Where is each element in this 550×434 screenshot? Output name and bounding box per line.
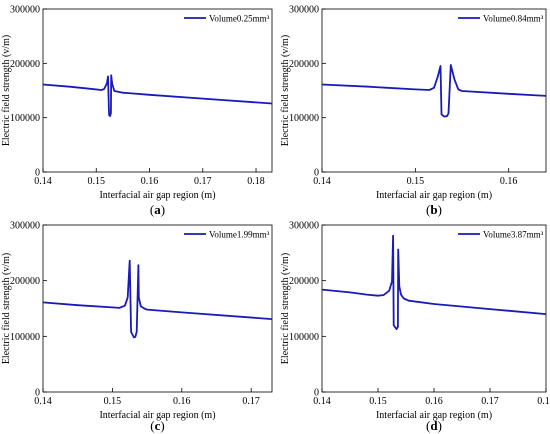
panel-b-ytick-label: 0 <box>314 168 319 179</box>
panel-a-plot-frame <box>42 8 273 173</box>
panel-d-caption: (d) <box>426 418 442 433</box>
panel-d-ytick-label: 100000 <box>289 332 319 343</box>
panel-d-ytick-label: 300000 <box>289 221 319 232</box>
panel-b-xtick-label: 0.14 <box>313 176 331 187</box>
panel-a-xtick-label: 0.16 <box>141 176 159 187</box>
panel-c-xtick-label: 0.17 <box>242 396 260 407</box>
panel-d-xtick-label: 0.16 <box>425 396 443 407</box>
panel-b-ytick-label: 300000 <box>289 5 319 16</box>
panel-d-ytick-label: 200000 <box>289 276 319 287</box>
panel-d-y-axis-title: Electric field strength (v/m) <box>280 253 291 364</box>
panel-c-series-line <box>42 259 273 339</box>
panel-b-y-axis-title: Electric field strength (v/m) <box>280 35 291 146</box>
panel-c-x-axis-title: Interfacial air gap region (m) <box>99 410 215 421</box>
panel-a-legend-label: Volume0.25mm³ <box>209 14 270 24</box>
panel-d-xtick-label: 0.18 <box>537 396 550 407</box>
panel-b-xtick-label: 0.16 <box>500 176 518 187</box>
panel-a-ytick-label: 100000 <box>10 113 40 124</box>
panel-d-ytick-label: 0 <box>314 388 319 399</box>
panel-d-plot-frame <box>321 224 547 393</box>
panel-d-xtick-label: 0.17 <box>481 396 499 407</box>
panel-c-ytick-label: 0 <box>35 388 40 399</box>
panel-c-xtick-label: 0.15 <box>104 396 122 407</box>
panel-a-xtick-label: 0.15 <box>88 176 106 187</box>
panel-a-series-line <box>42 74 273 117</box>
panel-c-xtick-label: 0.14 <box>34 396 52 407</box>
panel-a-xtick-label: 0.17 <box>194 176 212 187</box>
panel-c-legend-label: Volume1.99mm³ <box>209 230 270 240</box>
panel-c-plot-frame <box>42 224 273 393</box>
panel-a-ytick-label: 0 <box>35 168 40 179</box>
panel-a-xtick-label: 0.14 <box>34 176 52 187</box>
panel-c-ytick-label: 300000 <box>10 221 40 232</box>
panel-b-plot-frame <box>321 8 547 173</box>
panel-c-ytick-label: 100000 <box>10 332 40 343</box>
panel-b-ytick-label: 200000 <box>289 59 319 70</box>
panel-b-caption: (b) <box>426 202 442 217</box>
panel-b-x-axis-title: Interfacial air gap region (m) <box>376 190 492 201</box>
panel-c-y-axis-title: Electric field strength (v/m) <box>1 253 12 364</box>
panel-c-caption: (c) <box>150 418 164 433</box>
panel-c-xtick-label: 0.16 <box>173 396 191 407</box>
panel-b-series-line <box>321 64 547 118</box>
panel-d-xtick-label: 0.14 <box>313 396 331 407</box>
panel-a-x-axis-title: Interfacial air gap region (m) <box>99 190 215 201</box>
panel-a-ytick-label: 200000 <box>10 59 40 70</box>
panel-b-ytick-label: 100000 <box>289 113 319 124</box>
panel-a-xtick-label: 0.18 <box>247 176 265 187</box>
panel-a-caption: (a) <box>150 202 165 217</box>
panel-d-x-axis-title: Interfacial air gap region (m) <box>376 410 492 421</box>
panel-b-xtick-label: 0.15 <box>407 176 425 187</box>
panel-a-ytick-label: 300000 <box>10 5 40 16</box>
panel-d-series-line <box>321 234 547 331</box>
panel-b-legend-label: Volume0.84mm³ <box>483 14 544 24</box>
panel-d-xtick-label: 0.15 <box>369 396 387 407</box>
panel-c-ytick-label: 200000 <box>10 276 40 287</box>
panel-a-y-axis-title: Electric field strength (v/m) <box>1 35 12 146</box>
panel-d-legend-label: Volume3.87mm³ <box>483 230 544 240</box>
